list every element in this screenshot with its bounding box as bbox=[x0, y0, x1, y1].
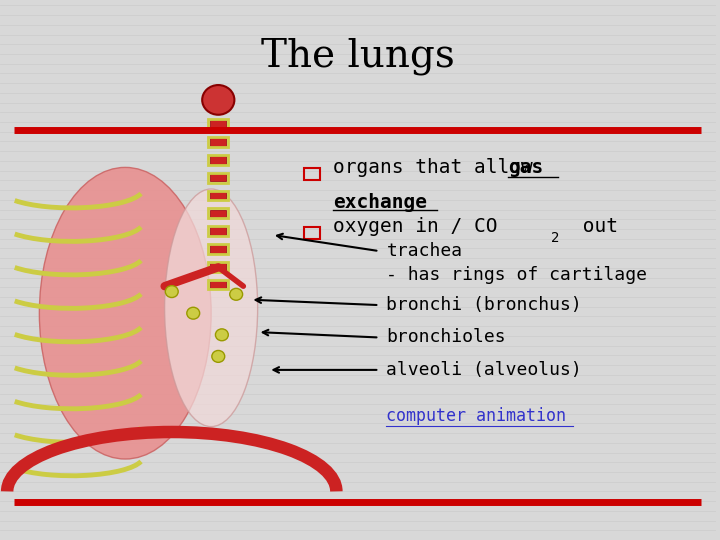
Bar bbox=[208, 262, 228, 272]
Bar bbox=[208, 244, 228, 254]
Bar bbox=[210, 192, 226, 199]
Bar bbox=[208, 137, 228, 147]
Bar bbox=[210, 210, 226, 217]
Bar bbox=[208, 280, 228, 289]
Text: organs that allow: organs that allow bbox=[333, 158, 544, 177]
Bar bbox=[304, 168, 320, 180]
Text: bronchi (bronchus): bronchi (bronchus) bbox=[387, 296, 582, 314]
Bar bbox=[210, 120, 226, 128]
Text: gas: gas bbox=[508, 158, 544, 177]
Bar bbox=[210, 156, 226, 164]
Bar bbox=[208, 155, 228, 165]
Bar bbox=[210, 174, 226, 181]
Bar bbox=[304, 227, 320, 239]
Text: bronchioles: bronchioles bbox=[387, 328, 506, 347]
Bar bbox=[210, 281, 226, 288]
Bar bbox=[210, 245, 226, 253]
Text: trachea: trachea bbox=[387, 242, 462, 260]
Text: exchange: exchange bbox=[333, 193, 427, 212]
Ellipse shape bbox=[202, 85, 235, 115]
Bar bbox=[208, 226, 228, 236]
Text: The lungs: The lungs bbox=[261, 38, 455, 75]
Text: out: out bbox=[571, 217, 618, 237]
Ellipse shape bbox=[212, 350, 225, 362]
Bar bbox=[210, 227, 226, 235]
Ellipse shape bbox=[186, 307, 199, 319]
Ellipse shape bbox=[230, 288, 243, 300]
Bar bbox=[208, 208, 228, 218]
Bar bbox=[210, 138, 226, 146]
Bar bbox=[208, 173, 228, 183]
Ellipse shape bbox=[165, 189, 258, 427]
Bar bbox=[208, 119, 228, 129]
Ellipse shape bbox=[215, 329, 228, 341]
Ellipse shape bbox=[166, 286, 179, 298]
Text: - has rings of cartilage: - has rings of cartilage bbox=[387, 266, 647, 285]
Text: oxygen in / CO: oxygen in / CO bbox=[333, 217, 498, 237]
Bar bbox=[208, 191, 228, 200]
Text: alveoli (alveolus): alveoli (alveolus) bbox=[387, 361, 582, 379]
Ellipse shape bbox=[40, 167, 211, 459]
Text: 2: 2 bbox=[551, 231, 559, 245]
Text: computer animation: computer animation bbox=[387, 407, 567, 425]
Bar bbox=[210, 263, 226, 271]
